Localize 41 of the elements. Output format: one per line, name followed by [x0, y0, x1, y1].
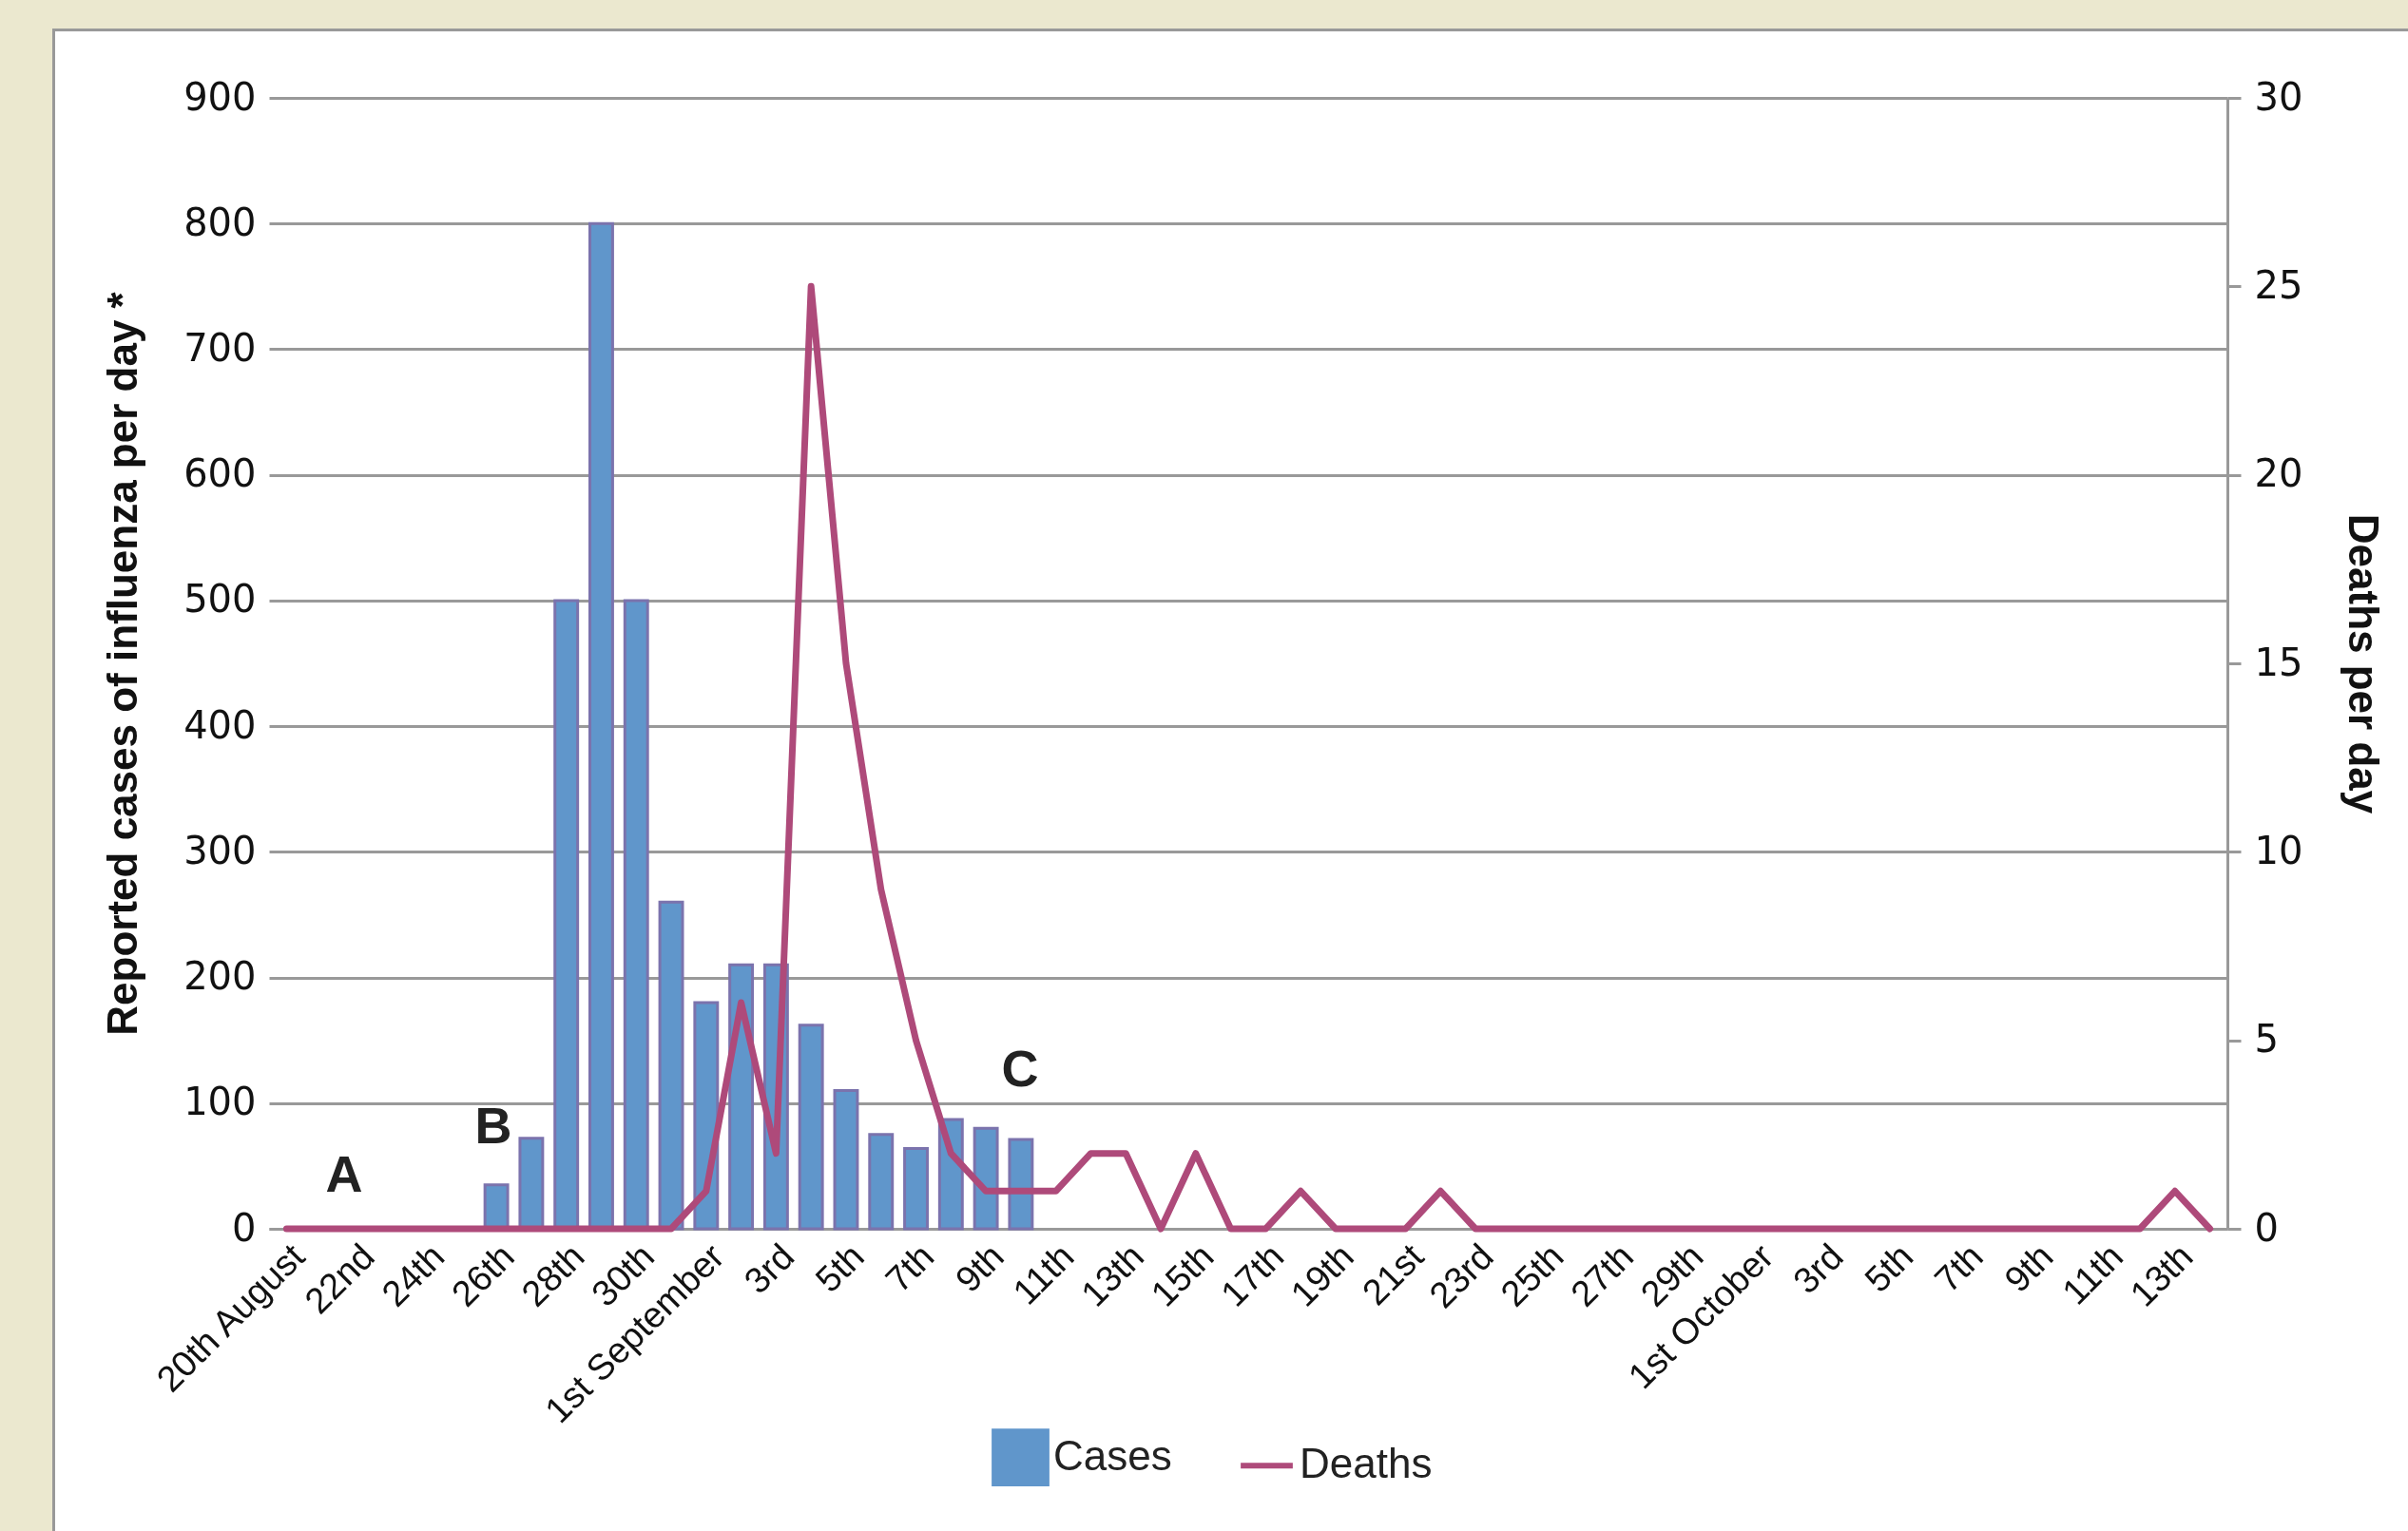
y-tick-label: 200	[183, 954, 257, 999]
y2-tick-label: 30	[2254, 74, 2303, 119]
x-tick-label: 5th	[807, 1235, 872, 1300]
y-tick-label: 800	[183, 200, 257, 244]
bar	[903, 1146, 929, 1231]
y2-tick-label: 20	[2254, 451, 2303, 496]
x-tick-label: 3rd	[1785, 1235, 1851, 1302]
x-tick-label: 5th	[1857, 1235, 1921, 1300]
y2-axis-title: Deaths per day	[2341, 513, 2388, 814]
y-tick-label: 900	[183, 74, 257, 119]
x-tick-label: 28th	[513, 1235, 592, 1314]
legend-label: Deaths	[1300, 1440, 1433, 1487]
bar	[798, 1024, 824, 1231]
y-tick-label: 0	[232, 1205, 257, 1250]
bar	[658, 900, 684, 1231]
x-tick-label: 7th	[877, 1235, 942, 1300]
bar	[973, 1126, 999, 1231]
annotation: B	[474, 1097, 512, 1154]
x-tick-label: 24th	[374, 1235, 453, 1314]
y-tick-label: 500	[183, 577, 257, 622]
bar	[833, 1089, 859, 1231]
y2-tick-label: 0	[2254, 1205, 2279, 1250]
bar	[1008, 1138, 1034, 1231]
y-tick-label: 100	[183, 1080, 257, 1124]
x-tick-label: 3rd	[736, 1235, 802, 1302]
x-tick-label: 17th	[1213, 1235, 1292, 1314]
y-tick-label: 300	[183, 828, 257, 872]
y2-tick-label: 15	[2254, 640, 2303, 684]
y-axis-title: Reported cases of influenza per day *	[99, 291, 146, 1036]
x-tick-label: 21st	[1354, 1235, 1432, 1313]
y-tick-label: 700	[183, 325, 257, 370]
y2-tick-label: 25	[2254, 262, 2303, 307]
y-tick-label: 600	[183, 451, 257, 496]
y2-tick-label: 10	[2254, 828, 2303, 872]
y2-tick-label: 5	[2254, 1017, 2279, 1062]
annotation: C	[1001, 1040, 1039, 1097]
y-tick-label: 400	[183, 702, 257, 747]
annotation: A	[325, 1145, 363, 1202]
x-tick-label: 7th	[1926, 1235, 1991, 1300]
bar	[868, 1133, 895, 1231]
legend-label: Cases	[1053, 1431, 1172, 1479]
